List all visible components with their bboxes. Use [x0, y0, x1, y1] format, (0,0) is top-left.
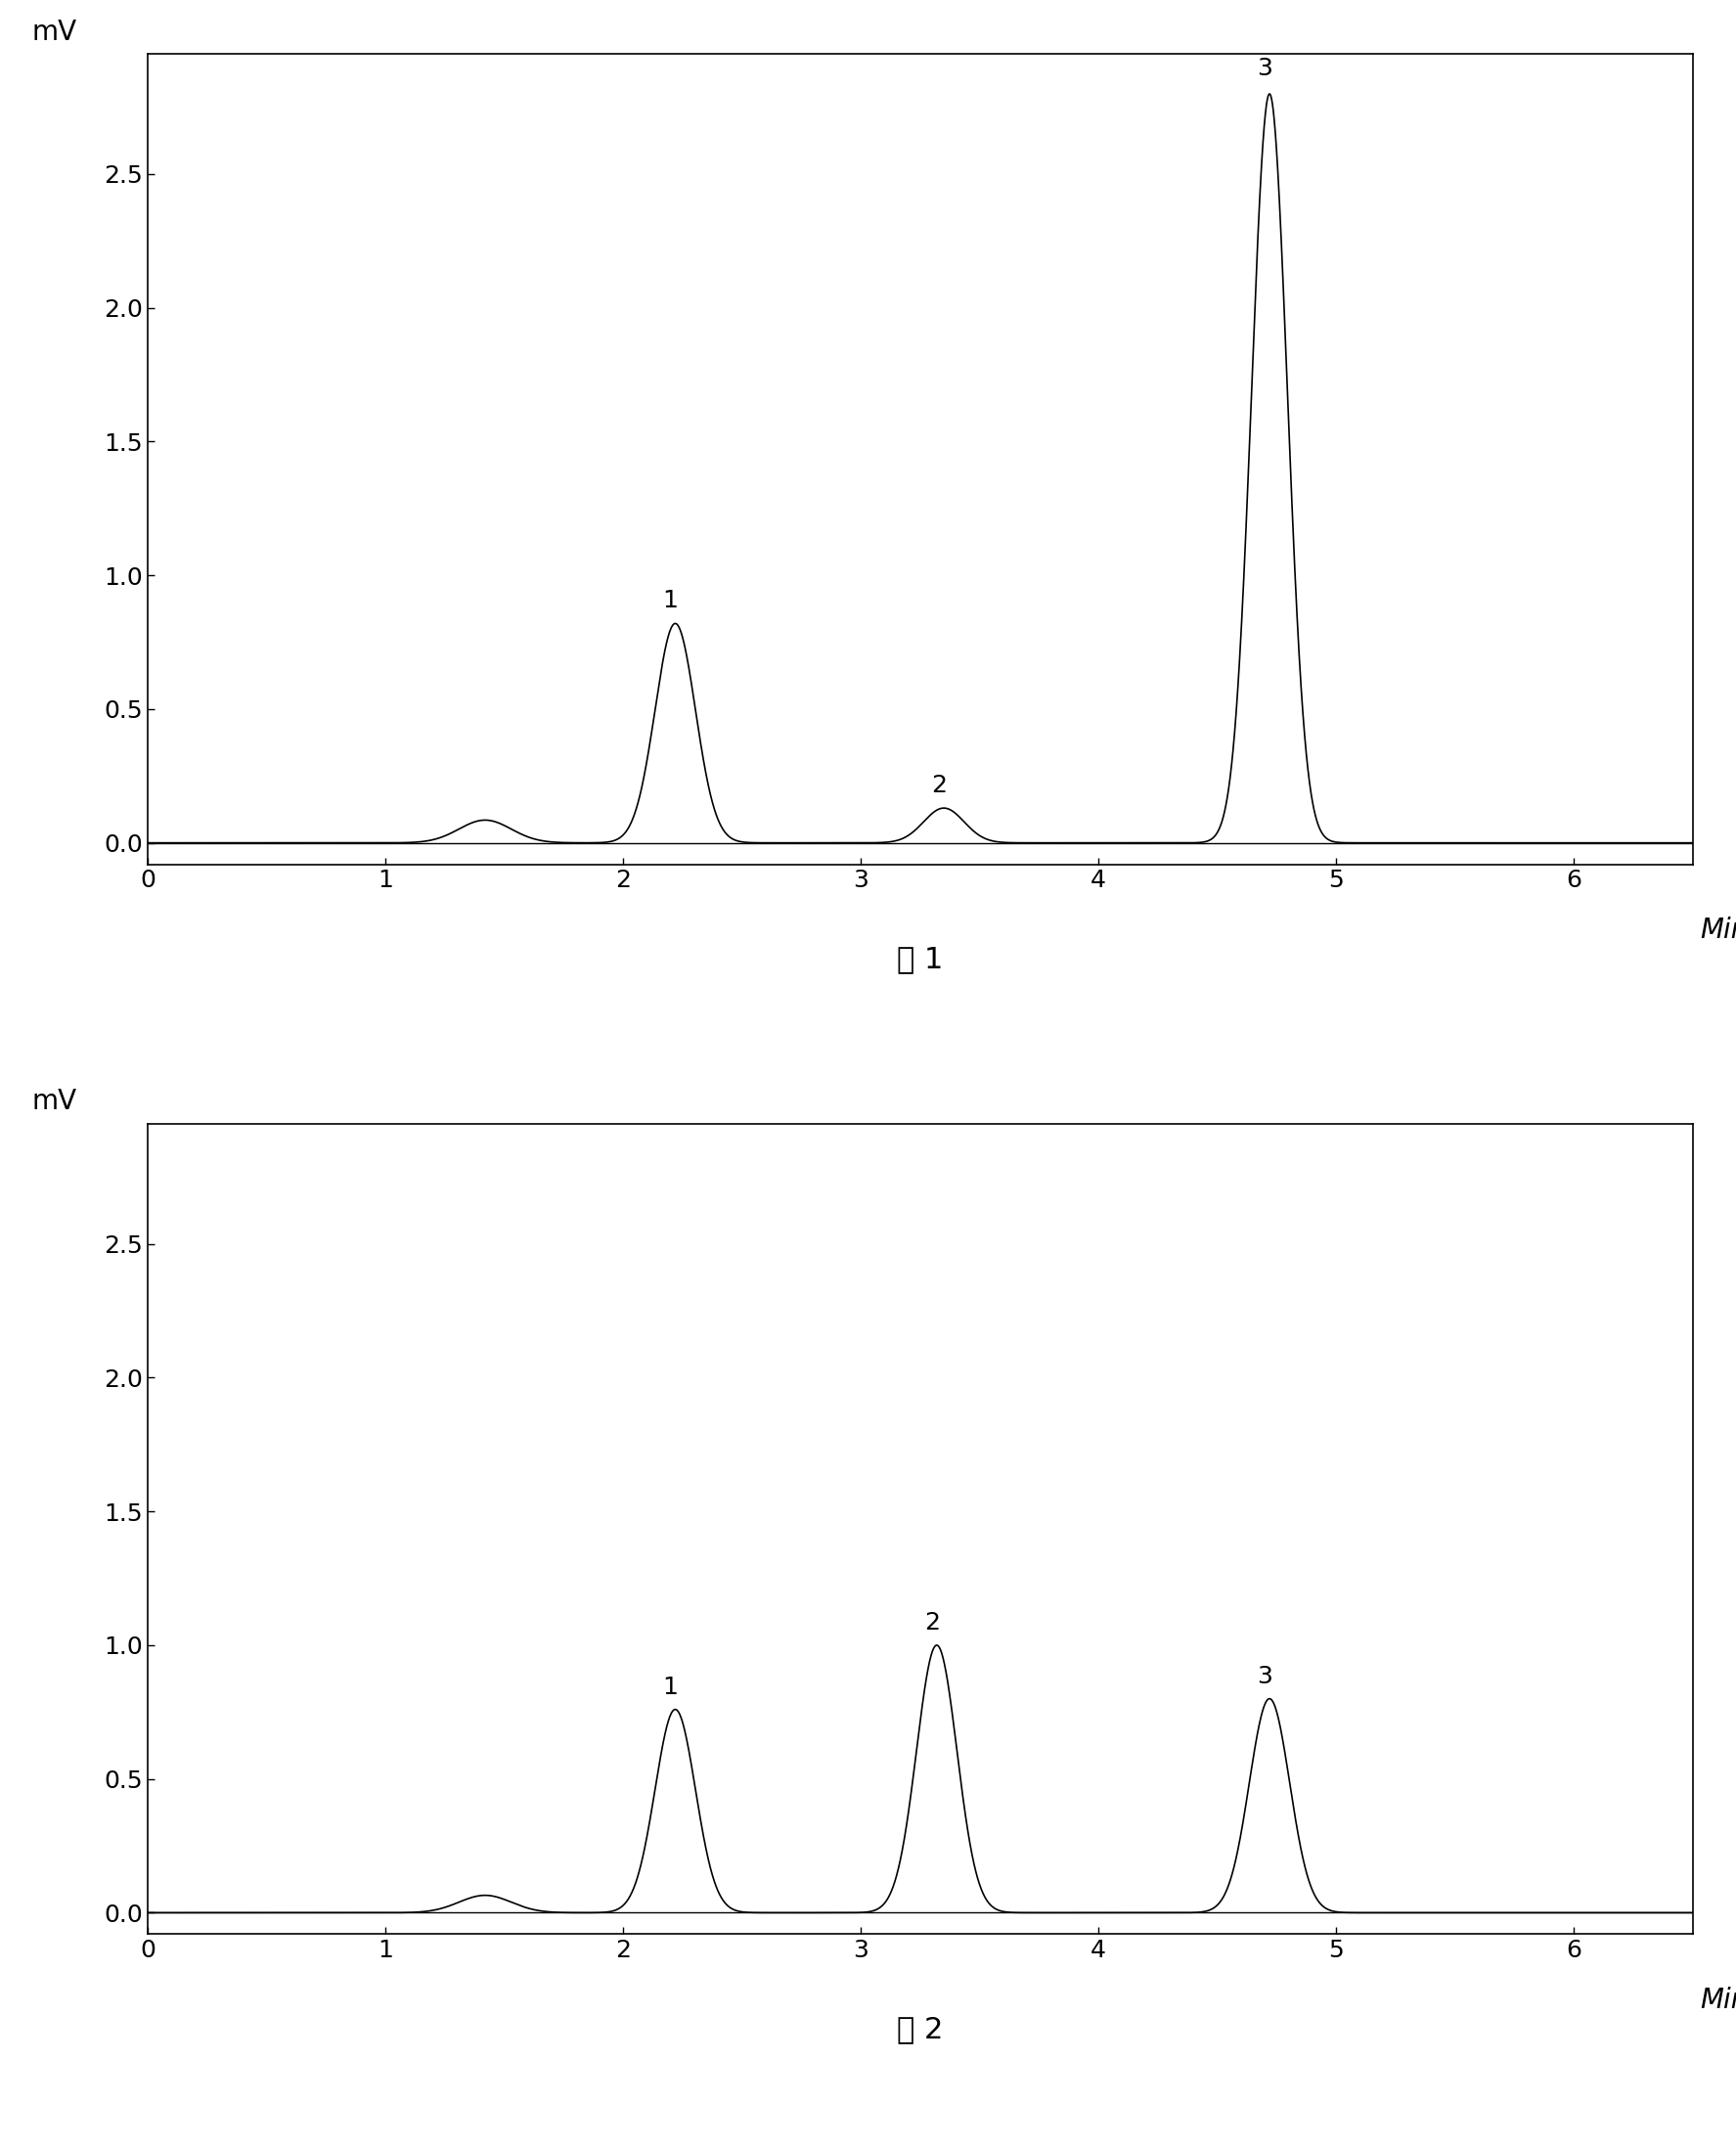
Text: mV: mV	[31, 1087, 76, 1115]
Text: 1: 1	[663, 1676, 679, 1698]
Text: 2: 2	[924, 1612, 939, 1635]
Text: 2: 2	[930, 774, 946, 797]
Text: mV: mV	[31, 17, 76, 45]
Text: 3: 3	[1257, 1665, 1272, 1687]
Text: 图 2: 图 2	[898, 2016, 943, 2044]
Text: Min: Min	[1700, 1988, 1736, 2014]
Text: 3: 3	[1257, 58, 1272, 80]
Text: 1: 1	[663, 589, 679, 612]
Text: Min: Min	[1700, 918, 1736, 943]
Text: 图 1: 图 1	[898, 946, 943, 973]
